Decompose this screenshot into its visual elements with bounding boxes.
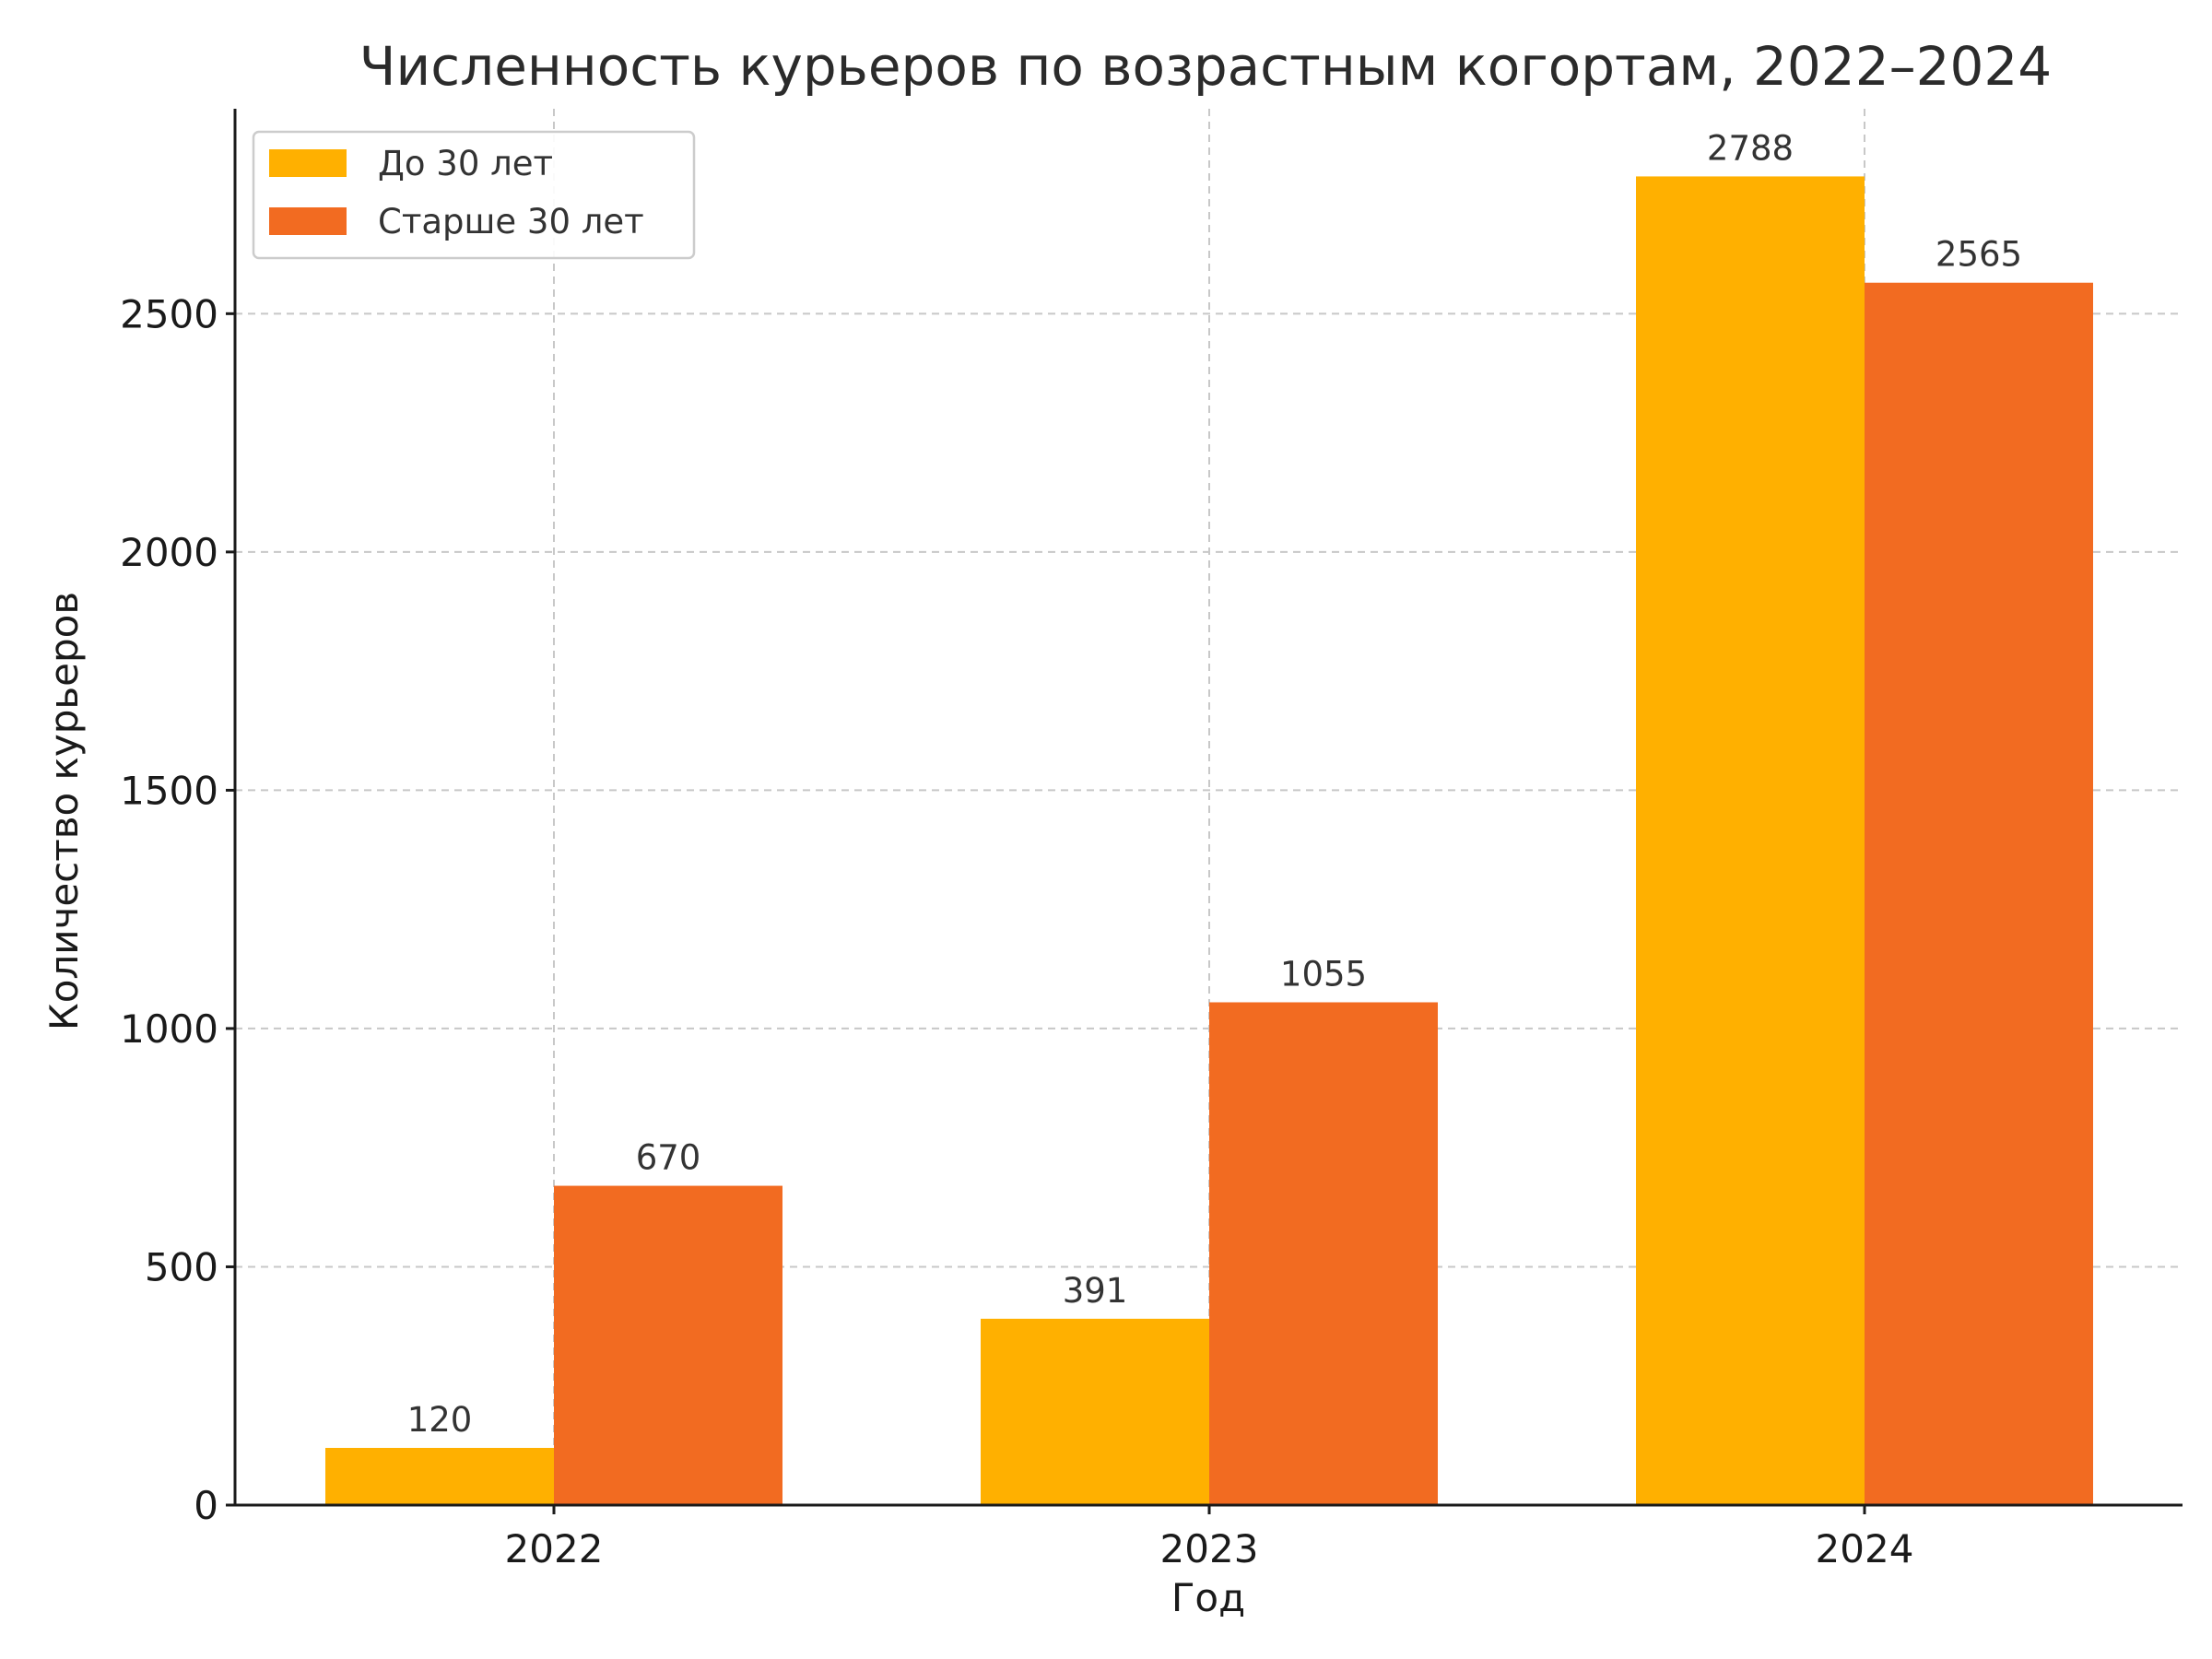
data-labels: 120 391 2788 670 1055 2565	[407, 128, 2022, 1440]
data-label-2022-over-30: 670	[636, 1138, 701, 1178]
data-label-2022-under-30: 120	[407, 1400, 473, 1440]
y-tick-label-2500: 2500	[120, 291, 218, 336]
x-tick-label-2024: 2024	[1816, 1526, 1914, 1571]
bar-2022-under-30	[325, 1447, 554, 1505]
y-tick-label-500: 500	[145, 1244, 218, 1289]
bar-2024-over-30	[1865, 282, 2093, 1506]
axes	[226, 109, 2183, 1514]
data-label-2023-under-30: 391	[1063, 1271, 1128, 1311]
legend-label-over-30: Старше 30 лет	[378, 202, 644, 241]
bar-2022-over-30	[554, 1185, 782, 1505]
bar-2023-under-30	[981, 1318, 1209, 1505]
data-label-2024-over-30: 2565	[1936, 235, 2022, 275]
legend-label-under-30: До 30 лет	[378, 144, 553, 183]
y-tick-label-1000: 1000	[120, 1006, 218, 1052]
chart-title: Численность курьеров по возрастным когор…	[359, 35, 2052, 98]
legend-box	[252, 130, 696, 260]
y-tick-label-2000: 2000	[120, 530, 218, 575]
y-axis-label: Количество курьеров	[41, 592, 87, 1030]
tick-labels: 0 500 1000 1500 2000 2500 2022 2023 2024	[120, 291, 1913, 1571]
legend-swatch-over-30	[269, 207, 347, 235]
legend: До 30 лет Старше 30 лет	[252, 130, 696, 260]
legend-swatch-under-30	[269, 149, 347, 177]
data-label-2023-over-30: 1055	[1280, 954, 1367, 994]
y-tick-label-1500: 1500	[120, 768, 218, 813]
x-tick-label-2022: 2022	[505, 1526, 604, 1571]
data-label-2024-under-30: 2788	[1707, 128, 1794, 168]
x-tick-label-2023: 2023	[1160, 1526, 1259, 1571]
bar-2024-under-30	[1636, 176, 1865, 1505]
bars	[325, 176, 2093, 1506]
y-tick-label-0: 0	[194, 1483, 218, 1528]
bar-2023-over-30	[1209, 1002, 1438, 1505]
x-axis-label: Год	[1171, 1575, 1245, 1620]
